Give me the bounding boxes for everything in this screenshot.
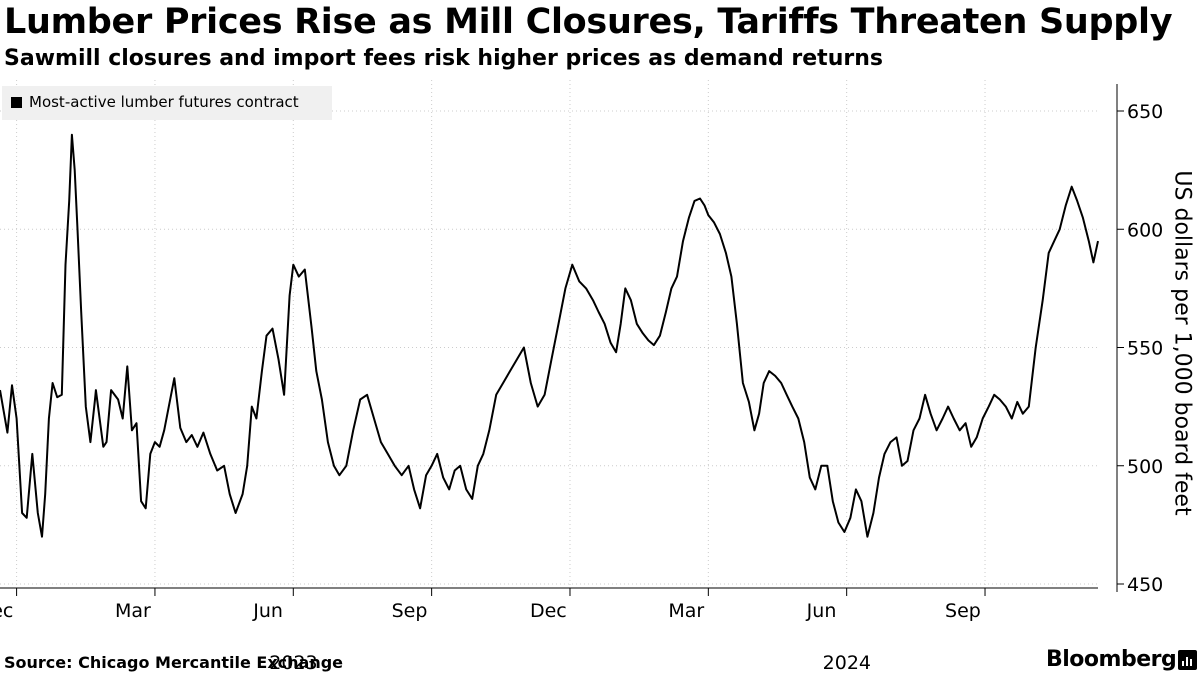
x-year-label: 2023 <box>269 652 317 674</box>
series-line <box>0 133 1099 538</box>
bloomberg-terminal-icon <box>1178 650 1197 670</box>
source-note: Source: Chicago Mercantile Exchange <box>4 653 344 672</box>
legend <box>2 86 332 120</box>
x-tick-label: Sep <box>392 600 428 622</box>
x-tick-label: Dec <box>0 600 13 622</box>
y-tick-label: 450 <box>1127 574 1163 596</box>
bloomberg-logo: Bloomberg <box>1046 647 1177 672</box>
legend-swatch <box>11 97 22 108</box>
x-year-label: 2024 <box>823 652 871 674</box>
chart-subtitle: Sawmill closures and import fees risk hi… <box>4 46 883 71</box>
y-axis-label: US dollars per 1,000 board feet <box>1169 170 1195 516</box>
x-tick-label: Sep <box>945 600 981 622</box>
x-tick-label: Jun <box>252 600 283 622</box>
x-tick-label: Dec <box>530 600 567 622</box>
y-tick-label: 550 <box>1127 338 1163 360</box>
x-tick-label: Jun <box>806 600 837 622</box>
y-tick-label: 500 <box>1127 456 1163 478</box>
y-tick-label: 600 <box>1127 219 1163 241</box>
legend-label: Most-active lumber futures contract <box>29 93 299 111</box>
x-tick-label: Mar <box>115 600 151 622</box>
y-tick-label: 650 <box>1127 101 1163 123</box>
x-tick-label: Mar <box>668 600 704 622</box>
chart-title: Lumber Prices Rise as Mill Closures, Tar… <box>4 2 1173 42</box>
